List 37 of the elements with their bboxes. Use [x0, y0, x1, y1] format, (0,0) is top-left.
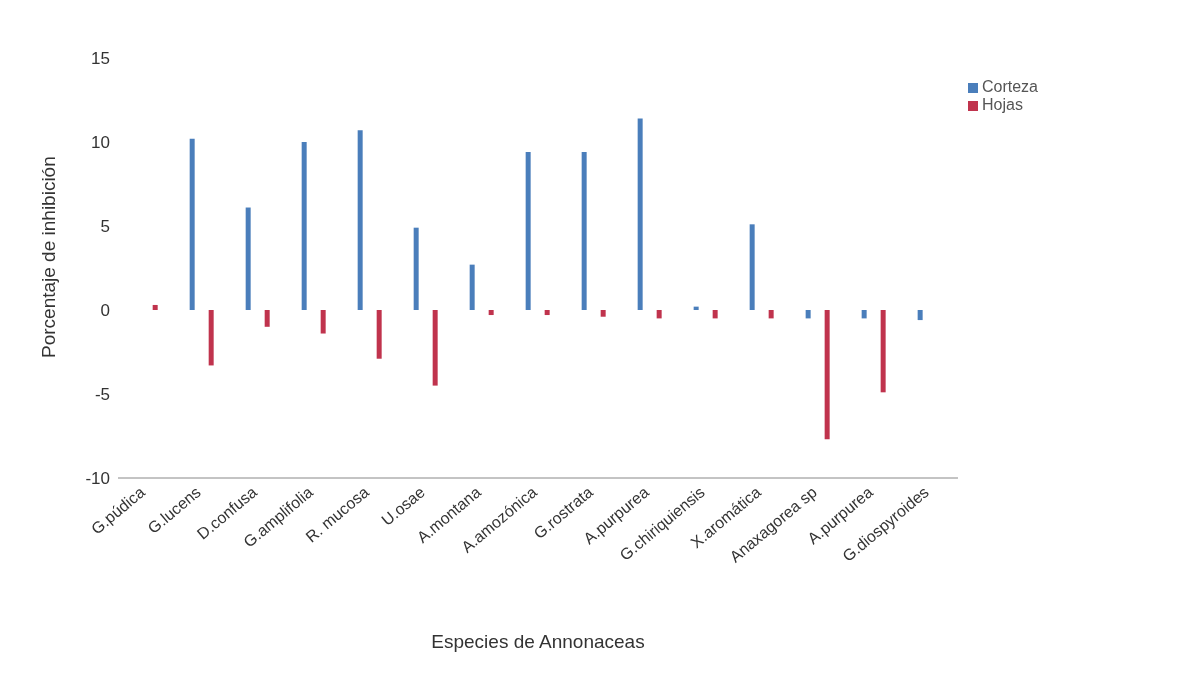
bar	[768, 310, 774, 319]
bar	[432, 310, 438, 386]
bar	[189, 138, 195, 310]
bar	[525, 152, 531, 310]
bar	[880, 310, 886, 393]
y-axis-title: Porcentaje de inhibición	[37, 156, 59, 358]
bar	[301, 142, 307, 310]
bar	[264, 310, 270, 327]
y-tick-label: 5	[100, 217, 110, 237]
bar	[413, 227, 419, 310]
y-tick-label: 0	[100, 301, 110, 321]
x-axis-title: Especies de Annonaceas	[431, 631, 645, 652]
bar	[581, 152, 587, 310]
bar	[320, 310, 326, 334]
legend-label: Hojas	[981, 96, 1023, 113]
legend-label: Corteza	[981, 78, 1038, 95]
bar	[245, 207, 251, 310]
bar	[637, 118, 643, 310]
bar	[600, 310, 606, 317]
bar	[917, 310, 923, 321]
y-tick-label: 10	[91, 133, 110, 153]
y-tick-label: 15	[91, 49, 110, 69]
bar	[488, 310, 494, 316]
bar	[152, 304, 158, 310]
bar	[656, 310, 662, 319]
bar	[749, 224, 755, 310]
bar	[376, 310, 382, 359]
bar	[861, 310, 867, 319]
y-tick-label: -10	[85, 469, 110, 489]
bar	[712, 310, 718, 319]
bar	[357, 130, 363, 310]
bar	[208, 310, 214, 366]
bar	[824, 310, 830, 440]
bar	[469, 264, 475, 310]
bar	[805, 310, 811, 319]
y-tick-label: -5	[94, 385, 110, 405]
bar	[544, 310, 550, 316]
